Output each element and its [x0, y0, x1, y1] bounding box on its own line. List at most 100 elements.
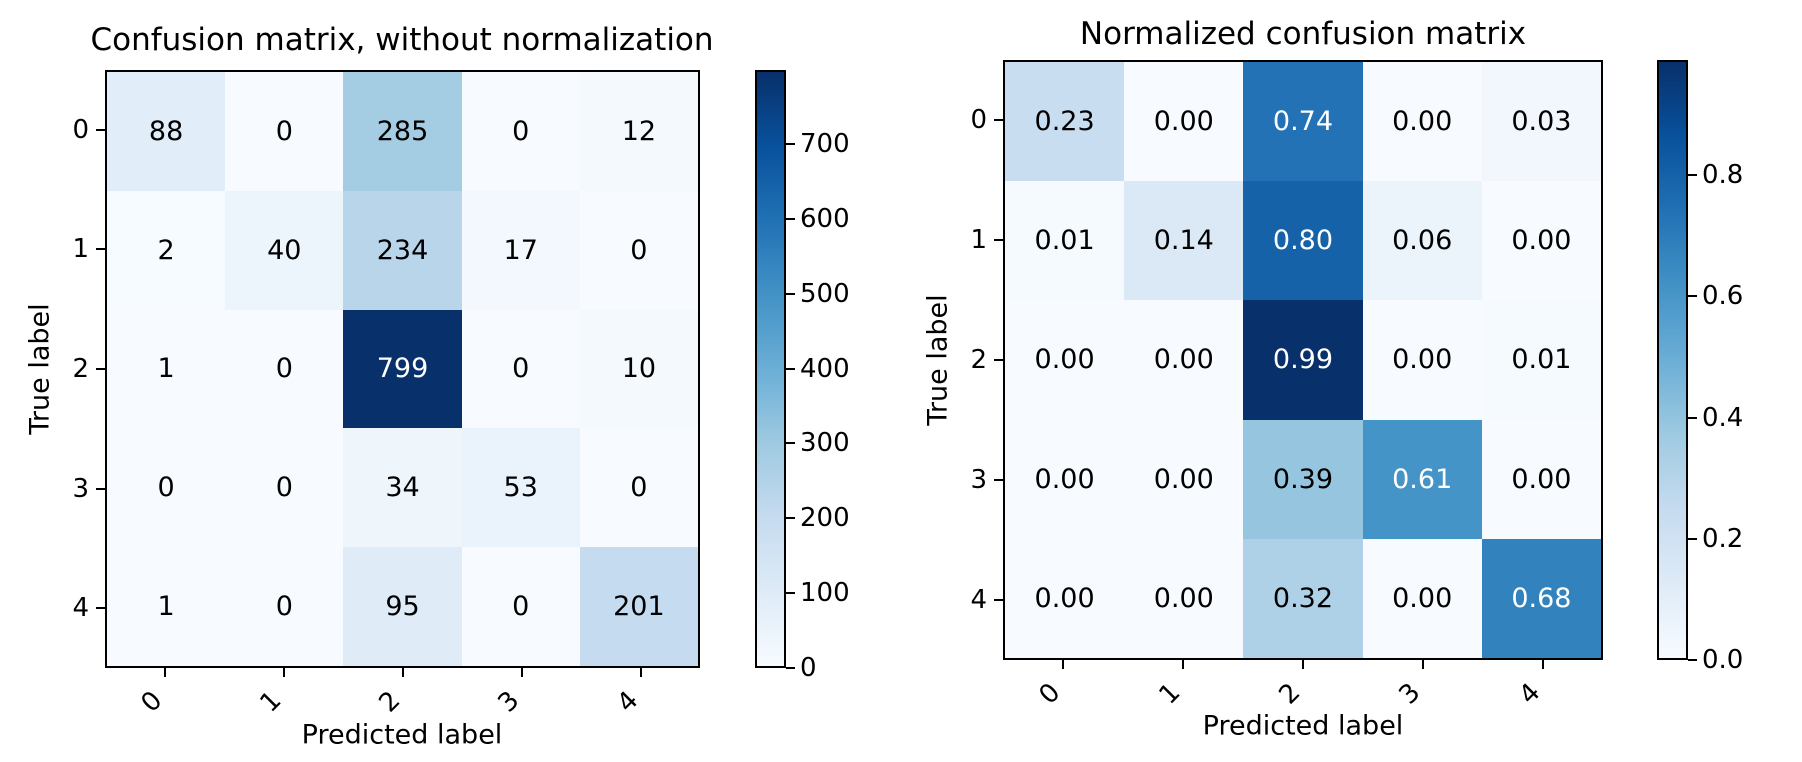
y-tick-mark [994, 479, 1003, 481]
colorbar-tick-label: 0.4 [1702, 402, 1744, 433]
heatmap-cell: 799 [343, 309, 462, 429]
colorbar-tick-mark [786, 217, 795, 220]
x-tick-label: 0 [135, 685, 168, 719]
heatmap-cell: 0.00 [1005, 300, 1125, 420]
colorbar-tick-label: 200 [800, 503, 850, 534]
colorbar-tick-label: 0 [800, 653, 817, 683]
heatmap-cell: 0.00 [1362, 62, 1482, 182]
x-tick-mark [1542, 660, 1544, 669]
heatmap-cell: 0.00 [1005, 419, 1125, 539]
heatmap-cell: 285 [343, 72, 462, 191]
heatmap-cell: 0.80 [1243, 181, 1363, 301]
heatmap-cell: 0.01 [1005, 181, 1125, 301]
heatmap-cell: 0.00 [1005, 538, 1125, 658]
colorbar-tick-mark [1688, 537, 1697, 540]
heatmap-cell: 0.74 [1243, 62, 1363, 182]
x-tick-mark [639, 668, 642, 677]
heatmap-cell: 95 [343, 547, 462, 666]
heatmap-cell: 0.39 [1243, 419, 1363, 539]
y-tick-label: 1 [970, 225, 987, 255]
heatmap-cell: 0 [579, 428, 698, 548]
colorbar-tick-mark [786, 592, 795, 595]
heatmap-cell: 0 [225, 428, 344, 548]
x-tick-label: 4 [611, 685, 644, 719]
y-tick-label: 2 [72, 354, 89, 384]
heatmap-cell: 0 [461, 72, 580, 191]
x-tick-mark [163, 668, 166, 677]
y-tick-label: 2 [970, 345, 987, 375]
heatmap-cell: 0 [225, 309, 344, 429]
colorbar-tick-label: 0.8 [1702, 160, 1744, 191]
colorbar-tick-mark [786, 667, 795, 669]
x-axis-label: Predicted label [1202, 710, 1404, 742]
x-tick-label: 1 [1153, 677, 1187, 711]
heatmap-cell: 12 [579, 72, 698, 191]
y-tick-mark [96, 368, 105, 370]
x-tick-mark [1302, 660, 1304, 669]
chart-title: Confusion matrix, without normalization [90, 22, 714, 58]
heatmap-cell: 0.61 [1362, 419, 1482, 539]
colorbar-tick-label: 300 [800, 428, 850, 459]
heatmap-cell: 10 [579, 309, 698, 429]
colorbar-tick-mark [1688, 416, 1697, 419]
heatmap-cell: 0.00 [1124, 419, 1244, 539]
heatmap-cell: 40 [225, 190, 344, 310]
heatmap-cell: 0.14 [1124, 181, 1244, 301]
heatmap-cell: 0.00 [1362, 300, 1482, 420]
x-tick-label: 2 [1273, 677, 1307, 711]
heatmap-cell: 0 [461, 309, 580, 429]
x-axis-label: Predicted label [301, 719, 503, 751]
heatmap-cell: 0 [225, 547, 344, 666]
colorbar-tick-mark [786, 517, 795, 520]
x-tick-label: 3 [492, 685, 525, 719]
heatmap-cell: 234 [343, 190, 462, 310]
heatmap-cell: 0 [579, 190, 698, 310]
heatmap-cell: 0 [225, 72, 344, 191]
colorbar-tick-label: 0.6 [1702, 281, 1744, 312]
y-tick-mark [96, 487, 105, 490]
colorbar-tick-label: 500 [800, 278, 850, 309]
colorbar-tick-mark [1688, 659, 1697, 661]
x-tick-mark [1062, 660, 1064, 669]
y-tick-mark [994, 239, 1003, 241]
heatmap-cell: 0.00 [1124, 300, 1244, 420]
colorbar-tick-mark [786, 442, 795, 445]
heatmap-cell: 0.00 [1481, 181, 1601, 301]
heatmap-cell: 34 [343, 428, 462, 548]
colorbar-tick-mark [1688, 295, 1697, 298]
heatmap-normalized: 0.23 0.00 0.74 0.00 0.03 0.01 0.14 0.80 0.06 0.00… [1003, 60, 1603, 660]
x-tick-label: 2 [373, 685, 406, 719]
heatmap-cell: 0.03 [1481, 62, 1601, 182]
colorbar-tick-label: 400 [800, 353, 850, 384]
y-tick-mark [994, 119, 1003, 121]
heatmap-cell: 1 [107, 547, 226, 666]
x-tick-mark [1182, 660, 1184, 669]
heatmap-cell: 0 [107, 428, 226, 548]
x-tick-mark [401, 668, 404, 677]
y-tick-mark [96, 248, 105, 251]
heatmap-cell: 0 [461, 547, 580, 666]
colorbar-tick-label: 0.0 [1702, 645, 1744, 675]
heatmap-cell: 0.99 [1243, 300, 1363, 420]
heatmap-cell: 0.32 [1243, 538, 1363, 658]
heatmap-raw: 88 0 285 0 12 2 40 234 17 0 1 0 799 0 10 0 0 34 53 0 1 0 95 0 20… [105, 70, 700, 668]
y-tick-mark [994, 599, 1003, 601]
y-tick-label: 4 [970, 585, 987, 615]
colorbar-tick-label: 700 [800, 129, 850, 160]
heatmap-cell: 53 [461, 428, 580, 548]
y-tick-label: 3 [72, 473, 89, 504]
y-tick-label: 4 [72, 593, 89, 624]
colorbar-tick-mark [1688, 174, 1697, 177]
colorbar-tick-label: 100 [800, 578, 850, 609]
heatmap-cell: 0.00 [1124, 538, 1244, 658]
colorbar-tick-mark [786, 292, 795, 295]
colorbar [755, 70, 786, 668]
heatmap-cell: 0.01 [1481, 300, 1601, 420]
heatmap-cell: 2 [107, 190, 226, 310]
heatmap-cell: 0.00 [1362, 538, 1482, 658]
x-tick-label: 3 [1393, 677, 1427, 711]
heatmap-cell: 0.23 [1005, 62, 1125, 182]
y-tick-mark [96, 607, 105, 610]
heatmap-cell: 1 [107, 309, 226, 429]
heatmap-cell: 201 [579, 547, 698, 666]
